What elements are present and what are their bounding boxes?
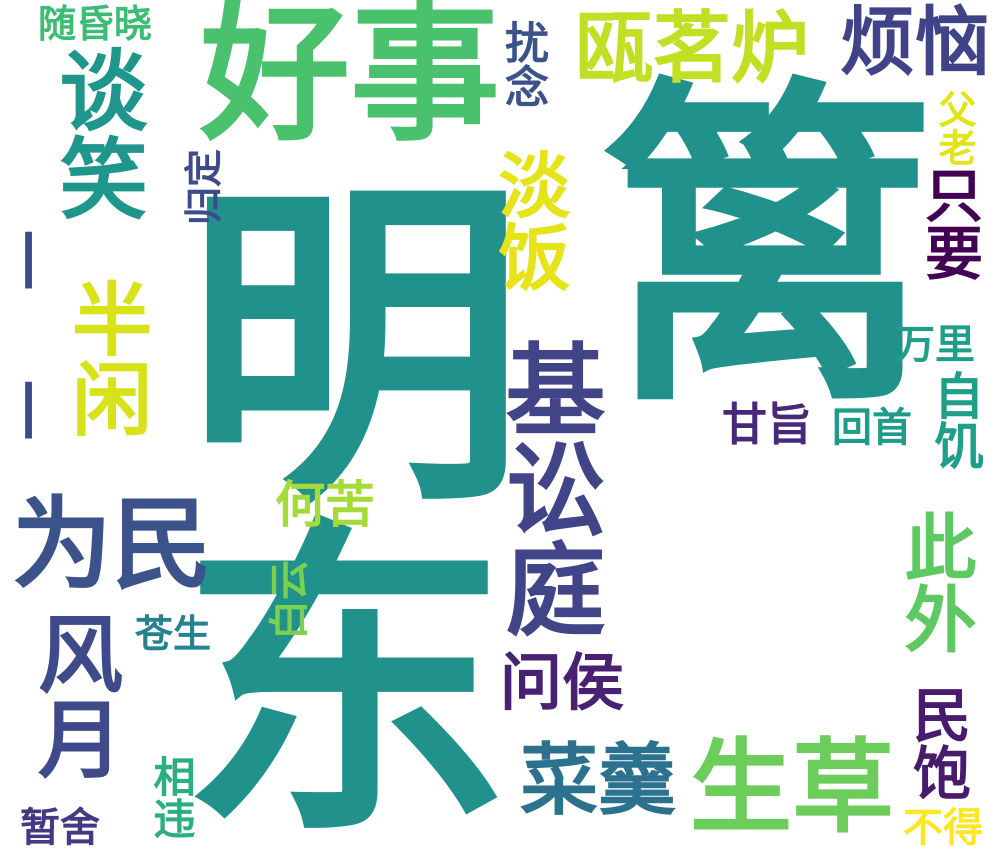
word-fu-lao: 父老 (932, 90, 976, 166)
word-tan-xiao: 谈笑 (45, 45, 148, 221)
word-zi-ji: 自饥 (926, 370, 984, 470)
word-hui-shou: 回首 (832, 405, 912, 451)
word-feng-yue: 风月 (23, 610, 122, 780)
word-bu-de: 不得 (903, 805, 983, 851)
word-bai-yun: 白云 (267, 560, 313, 640)
word-fan-nao: 烦恼 (840, 0, 991, 86)
word-sui-hun-xiao: 随昏晓 (38, 2, 153, 46)
word-li: 篱 (600, 52, 940, 448)
word-gui-ding: 归定 (182, 148, 226, 225)
word-cang-sheng: 苍生 (135, 612, 212, 656)
word-wan-li: 万里 (895, 322, 975, 368)
word-sheng-cao: 生草 (690, 729, 894, 848)
word-ji-song-ting: 基讼庭 (488, 338, 605, 638)
word-xiang-wei: 相违 (147, 755, 196, 839)
word-rao-nian: 扰念 (497, 20, 548, 108)
word-zhi-yao: 只要 (915, 165, 983, 281)
word-dong: 东 (180, 493, 510, 860)
word-yi-2: 一 (0, 380, 60, 440)
word-wen-hou: 问侯 (500, 646, 625, 719)
word-ban-xian: 半闲 (59, 278, 152, 438)
word-yi-1: 一 (0, 230, 60, 290)
word-ci-wai: 此外 (892, 510, 976, 654)
word-dan-fan: 淡饭 (486, 148, 570, 292)
word-ou-ming-lu: 瓯茗炉 (575, 4, 810, 94)
word-ming: 明 (185, 152, 525, 548)
word-gan-zhi: 甘旨 (722, 398, 813, 451)
word-hao-shi: 好事 (200, 0, 501, 162)
word-he-ku: 何苦 (275, 476, 375, 534)
word-wei-min: 为民 (12, 486, 212, 603)
word-min-bao: 民饱 (903, 685, 971, 801)
word-zan-she: 暂舍 (20, 805, 100, 851)
word-cai-geng: 菜羹 (520, 736, 677, 826)
